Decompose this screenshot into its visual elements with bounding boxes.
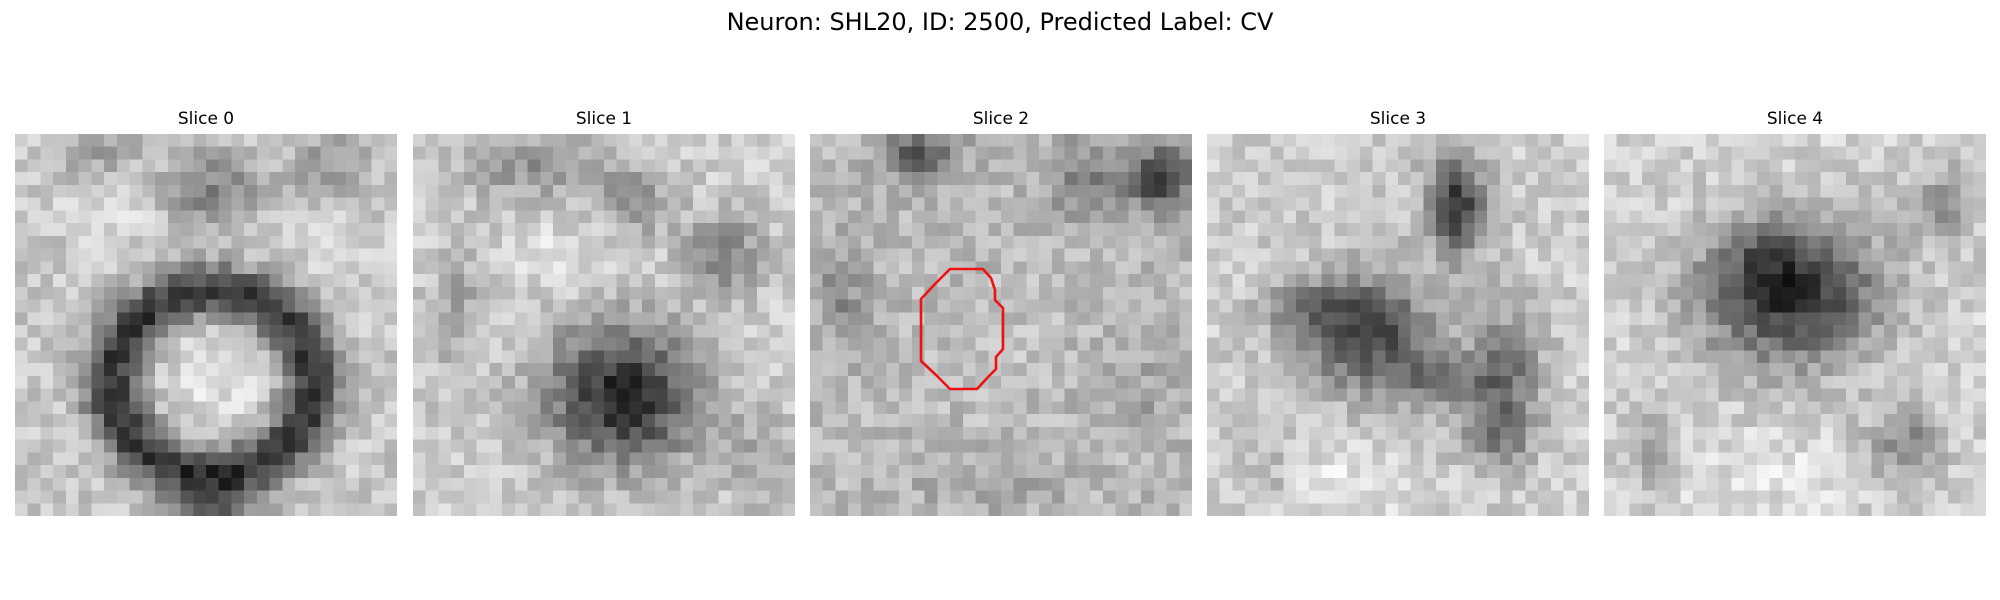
- slice-image-4: [1604, 134, 1986, 516]
- panel-title-slice-4: Slice 4: [1766, 109, 1824, 129]
- slice-image-1: [413, 134, 795, 516]
- slice-image-3: [1207, 134, 1589, 516]
- roi-contour: [919, 267, 1005, 391]
- roi-contour-overlay: [919, 267, 1005, 391]
- slice-image-2: [810, 134, 1192, 516]
- panel-title-slice-0: Slice 0: [177, 109, 235, 129]
- panel-title-slice-2: Slice 2: [972, 109, 1030, 129]
- figure-title: Neuron: SHL20, ID: 2500, Predicted Label…: [726, 8, 1274, 36]
- panel-title-slice-3: Slice 3: [1369, 109, 1427, 129]
- panel-title-slice-1: Slice 1: [575, 109, 633, 129]
- slice-image-0: [15, 134, 397, 516]
